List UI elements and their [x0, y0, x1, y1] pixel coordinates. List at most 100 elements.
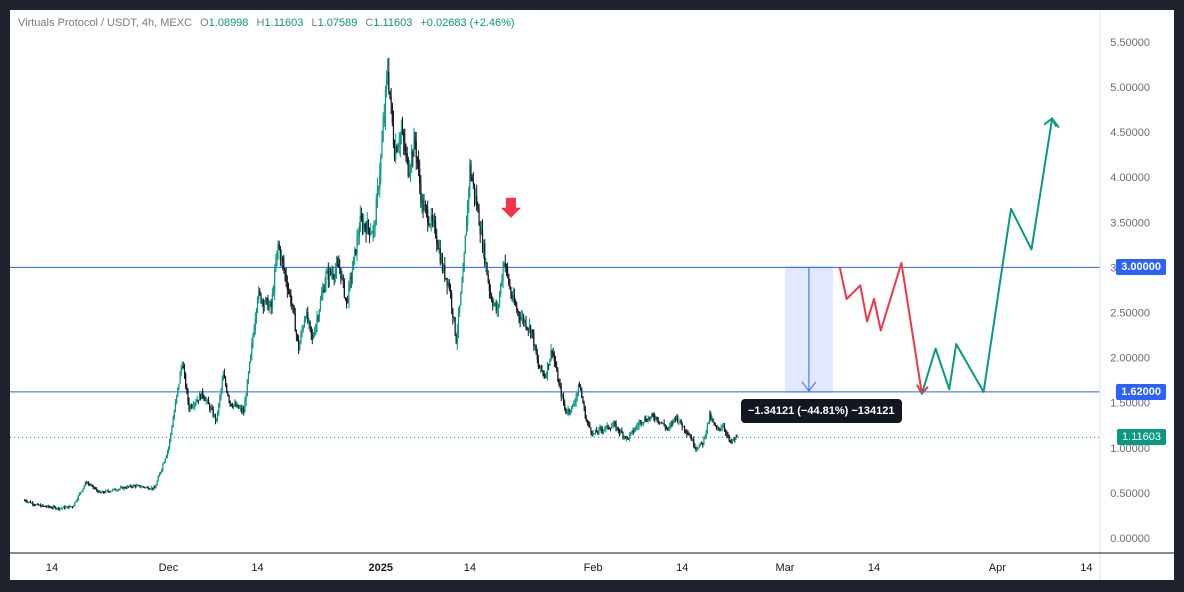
candle-body [497, 304, 500, 309]
candle-body [287, 289, 290, 291]
x-tick-label: Apr [989, 562, 1006, 574]
candle-body [597, 432, 599, 434]
candle-body [636, 426, 638, 428]
candle-body [363, 223, 365, 230]
candle-body [277, 243, 279, 251]
candle-body [237, 404, 239, 409]
candle-body [549, 359, 551, 366]
candle-body [298, 339, 300, 351]
candle-body [565, 407, 567, 414]
candle-body [513, 294, 516, 303]
candle-body [664, 425, 666, 428]
candle-body [222, 374, 224, 381]
candle-body [648, 417, 650, 419]
candle-body [584, 407, 586, 419]
candle-body [301, 329, 303, 334]
candle-body [99, 490, 101, 493]
candle-body [396, 146, 398, 152]
candle-body [523, 316, 525, 323]
candle-body [731, 440, 734, 443]
candle-body [696, 448, 698, 450]
candle-body [283, 262, 285, 270]
candle-body [115, 490, 117, 492]
candle-body [282, 256, 284, 263]
candle-body [715, 426, 718, 429]
candle-body [116, 490, 119, 492]
candle-body [347, 301, 349, 303]
candle-body [368, 228, 371, 235]
candle-body [550, 350, 552, 360]
candle-body [496, 308, 498, 311]
candle-body [441, 258, 444, 271]
candle-body [228, 395, 230, 401]
candle-body [310, 326, 312, 334]
candle-body [446, 278, 448, 286]
y-tick-label: 4.00000 [1110, 172, 1150, 184]
candle-body [695, 447, 697, 449]
candle-body [687, 433, 689, 435]
candle-body [43, 505, 45, 507]
candle-body [524, 320, 526, 323]
candle-body [272, 291, 275, 295]
candle-body [578, 384, 581, 388]
candle-body [586, 420, 589, 423]
symbol-title[interactable]: Virtuals Protocol / USDT, 4h, MEXC [18, 17, 193, 29]
candle-body [588, 422, 590, 424]
candle-body [186, 387, 188, 390]
candle-body [702, 443, 704, 445]
candle-body [56, 508, 58, 510]
candle-body [391, 103, 393, 123]
candle-body [216, 414, 219, 419]
candle-body [125, 488, 127, 490]
candle-body [669, 426, 671, 429]
candle-body [112, 489, 114, 491]
candle-body [255, 309, 258, 319]
candle-body [166, 450, 169, 456]
candle-body [375, 198, 377, 226]
close-label: C [365, 17, 374, 29]
candle-body [234, 403, 236, 405]
candle-body [492, 300, 494, 306]
candle-body [546, 364, 549, 376]
candle-body [520, 317, 522, 320]
candle-body [382, 123, 384, 141]
candle-body [511, 295, 513, 299]
candle-body [393, 144, 396, 160]
candle-body [242, 409, 244, 412]
candle-body [643, 418, 646, 423]
candle-body [387, 72, 389, 77]
candle-body [461, 282, 463, 293]
candle-body [500, 283, 502, 295]
candle-body [312, 335, 315, 338]
candle-body [254, 318, 256, 330]
candle-body [694, 445, 696, 448]
candle-body [342, 276, 344, 281]
candle-body [251, 343, 253, 355]
candle-body [321, 294, 323, 301]
candle-body [686, 431, 688, 434]
candle-body [564, 402, 566, 408]
candle-body [400, 130, 402, 135]
candle-body [64, 506, 66, 509]
candle-body [621, 430, 623, 433]
candle-body [654, 417, 656, 419]
candle-body [334, 270, 336, 278]
chart-canvas[interactable]: 0.00000 0.50000 1.00000 1.50000 2.00000 2.500… [10, 10, 1174, 580]
candle-body [302, 326, 304, 330]
candle-body [190, 405, 192, 408]
candle-body [207, 399, 210, 405]
candle-body [403, 131, 405, 142]
candle-body [633, 430, 635, 433]
candle-body [290, 293, 292, 304]
candle-body [577, 384, 580, 393]
candle-body [94, 488, 97, 490]
candle-body [198, 394, 201, 401]
y-tick-label: 1.50000 [1110, 398, 1150, 410]
candle-body [411, 151, 413, 167]
candle-body [243, 409, 245, 413]
candle-body [48, 505, 50, 507]
candle-body [77, 495, 79, 500]
chart-area[interactable]: 0.00000 0.50000 1.00000 1.50000 2.00000 2.500… [10, 10, 1174, 580]
candle-body [307, 312, 309, 322]
candle-body [435, 223, 437, 236]
